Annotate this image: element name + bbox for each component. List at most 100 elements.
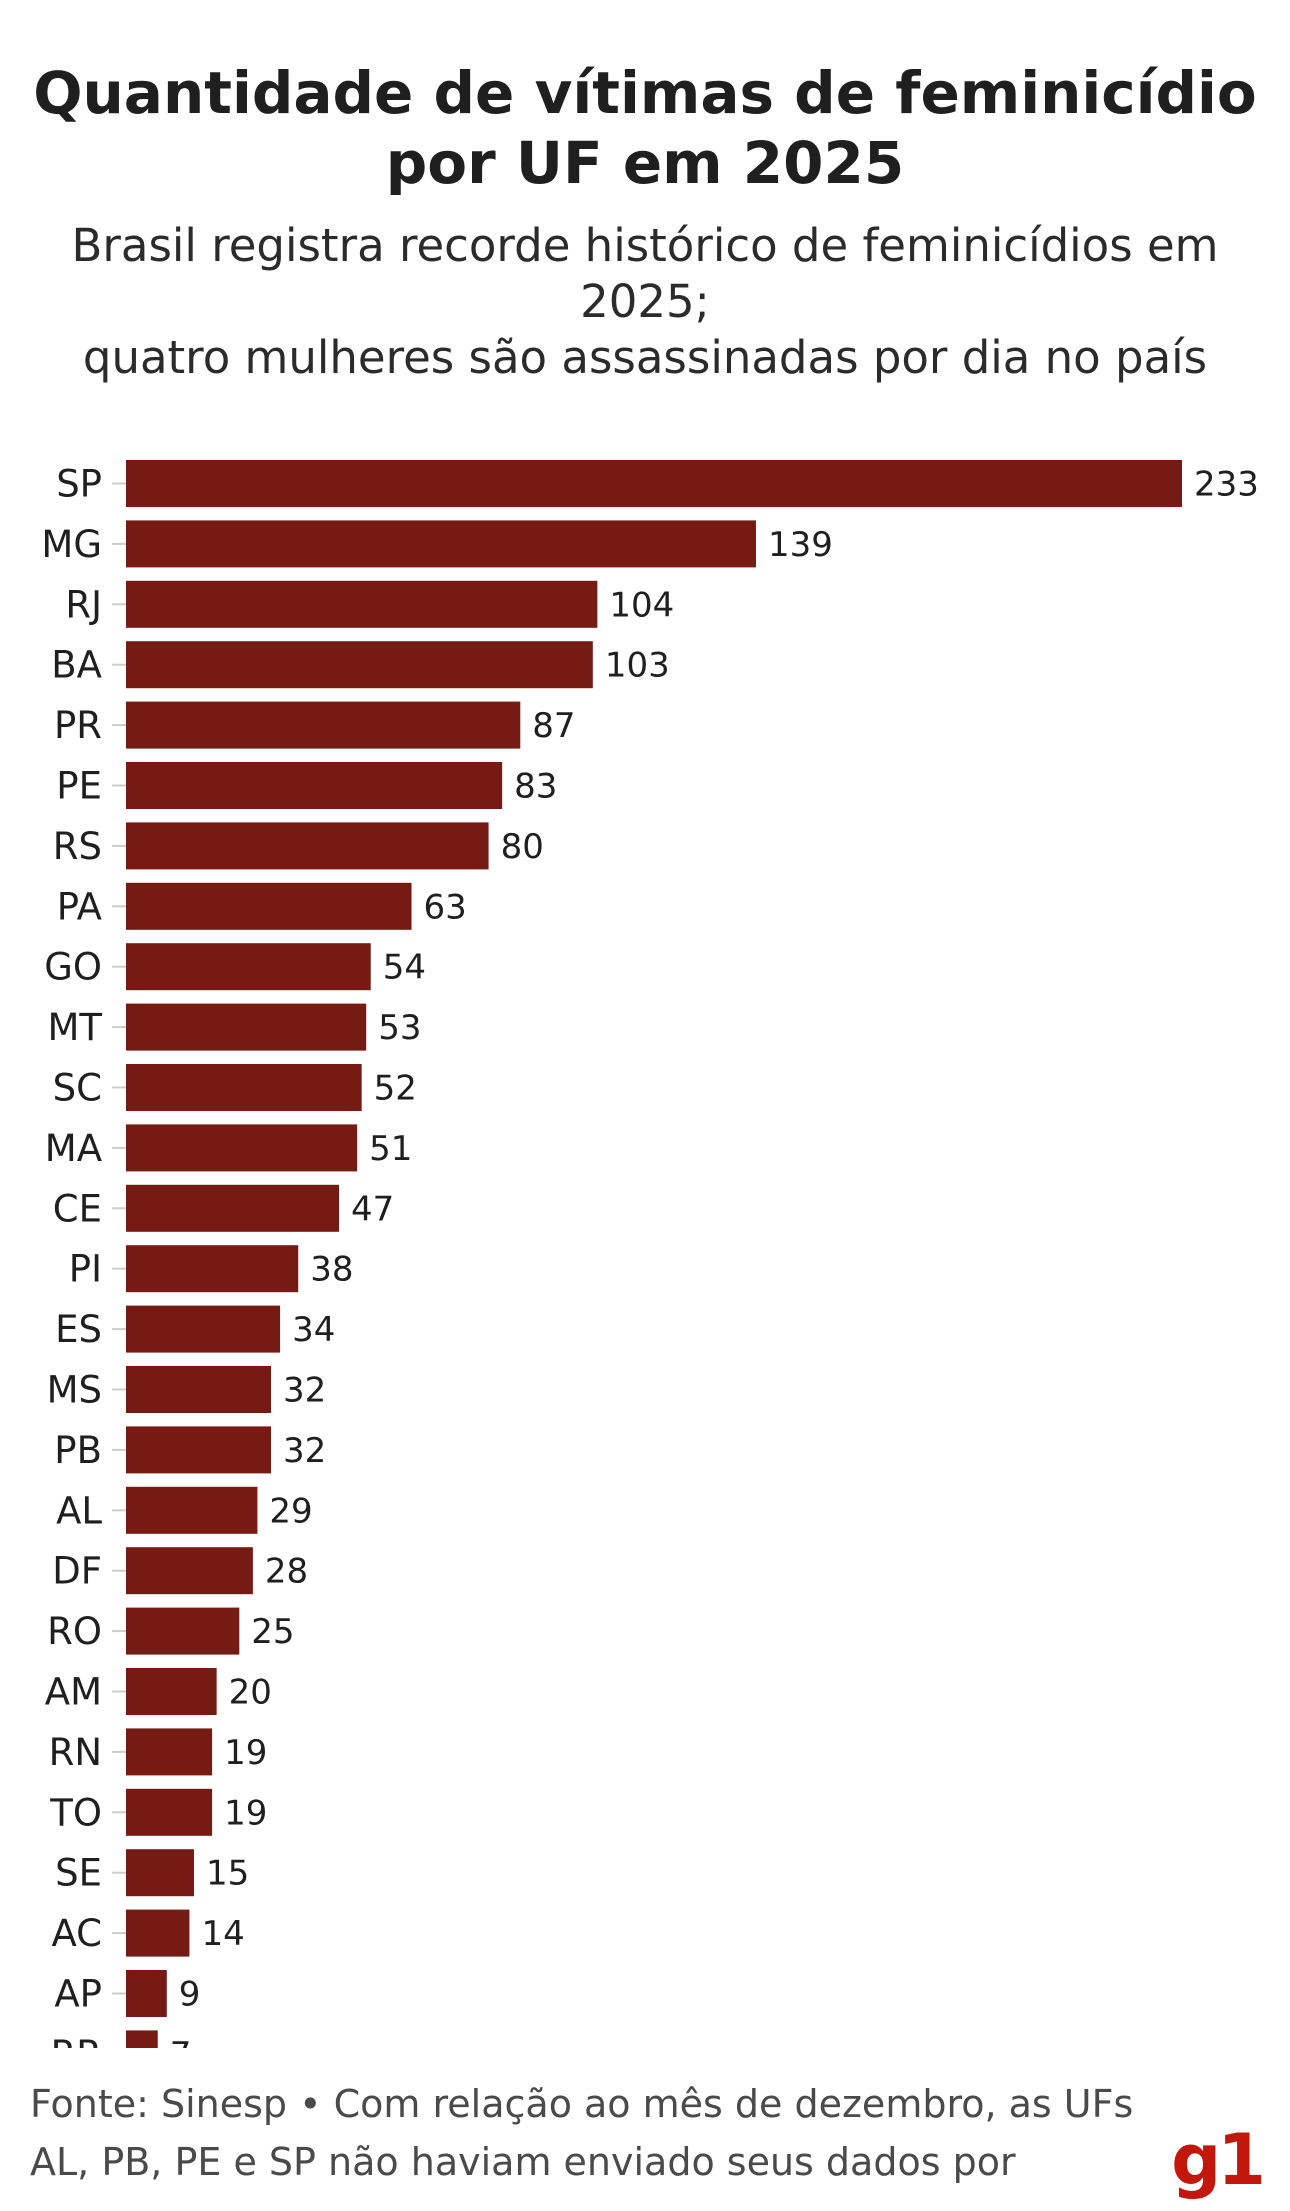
bar-row-am: AM 20 — [45, 1668, 272, 1715]
bar-to[interactable] — [126, 1788, 213, 1836]
bar-row-ro: RO 25 — [47, 1607, 295, 1655]
value-label-df: 28 — [265, 1552, 308, 1592]
category-label-rn: RN — [49, 1731, 102, 1774]
value-label-ro: 25 — [251, 1612, 294, 1652]
value-label-ma: 51 — [369, 1129, 412, 1169]
category-label-rs: RS — [53, 825, 102, 868]
bar-row-to: TO 19 — [49, 1788, 267, 1836]
category-label-mg: MG — [41, 523, 102, 566]
category-label-ap: AP — [54, 1973, 102, 2016]
value-label-pr: 87 — [532, 706, 575, 746]
category-label-ac: AC — [52, 1912, 103, 1955]
bar-chart-svg: SP 233 MG 139 RJ 104 BA 103 PR 87 PE 83 RS 80 PA 63 GO 54… — [41, 460, 1259, 2048]
bar-row-df: DF 28 — [52, 1547, 308, 1595]
bar-ma[interactable] — [126, 1124, 358, 1172]
g1-logo[interactable]: g1 — [1171, 2119, 1266, 2201]
bar-row-sp: SP 233 — [56, 460, 1259, 507]
value-label-rj: 104 — [609, 585, 674, 625]
bar-df[interactable] — [126, 1547, 253, 1595]
category-label-to: TO — [49, 1791, 102, 1834]
bar-pi[interactable] — [126, 1245, 299, 1293]
bar-row-rr: RR 7 — [51, 2030, 192, 2048]
bar-ba[interactable] — [126, 641, 593, 689]
category-label-ro: RO — [47, 1610, 102, 1653]
value-label-ap: 9 — [179, 1975, 201, 2015]
category-label-go: GO — [44, 946, 102, 989]
bar-row-al: AL 29 — [56, 1486, 313, 1534]
bar-row-rs: RS 80 — [53, 822, 544, 870]
bar-pr[interactable] — [126, 701, 521, 749]
value-label-pa: 63 — [424, 887, 467, 927]
bar-ms[interactable] — [126, 1366, 272, 1413]
bar-row-es: ES 34 — [55, 1305, 335, 1353]
value-label-ba: 103 — [605, 646, 670, 686]
category-label-ba: BA — [51, 644, 102, 687]
bar-ac[interactable] — [126, 1909, 190, 1957]
bar-al[interactable] — [126, 1486, 258, 1534]
bar-rs[interactable] — [126, 822, 489, 870]
category-label-es: ES — [55, 1308, 102, 1351]
category-label-sp: SP — [56, 463, 102, 506]
bar-sc[interactable] — [126, 1064, 362, 1111]
value-label-mg: 139 — [768, 525, 833, 565]
bar-rn[interactable] — [126, 1728, 213, 1776]
value-label-to: 19 — [224, 1793, 267, 1833]
value-label-go: 54 — [383, 948, 426, 988]
category-label-pb: PB — [54, 1429, 102, 1472]
value-label-rn: 19 — [224, 1733, 267, 1773]
bar-go[interactable] — [126, 943, 371, 991]
category-label-se: SE — [55, 1852, 102, 1895]
chart-scroll-area[interactable]: SP 233 MG 139 RJ 104 BA 103 PR 87 PE 83 RS 80 PA 63 GO 54… — [0, 440, 1290, 2048]
bar-row-pb: PB 32 — [54, 1426, 326, 1474]
value-label-rs: 80 — [501, 827, 544, 867]
bar-se[interactable] — [126, 1849, 194, 1897]
bar-rj[interactable] — [126, 580, 598, 628]
category-label-pi: PI — [69, 1248, 102, 1291]
bar-row-mt: MT 53 — [47, 1003, 421, 1051]
bar-pb[interactable] — [126, 1426, 272, 1474]
chart-subtitle: Brasil registra recorde histórico de fem… — [30, 218, 1260, 386]
bar-row-se: SE 15 — [55, 1849, 249, 1897]
category-label-ce: CE — [53, 1187, 102, 1230]
bar-row-ms: MS 32 — [47, 1366, 326, 1413]
bar-mt[interactable] — [126, 1003, 367, 1051]
bar-am[interactable] — [126, 1668, 217, 1715]
value-label-rr: 7 — [170, 2035, 192, 2048]
value-label-pi: 38 — [310, 1250, 353, 1290]
bar-ro[interactable] — [126, 1607, 240, 1655]
bar-row-ba: BA 103 — [51, 641, 670, 689]
subtitle-line-1: Brasil registra recorde histórico de fem… — [71, 219, 1219, 328]
value-label-ce: 47 — [351, 1189, 394, 1229]
bar-row-pe: PE 83 — [56, 762, 557, 809]
bar-pe[interactable] — [126, 762, 503, 809]
bar-row-pi: PI 38 — [69, 1245, 353, 1293]
category-label-am: AM — [45, 1671, 102, 1714]
bar-sp[interactable] — [126, 460, 1182, 507]
bar-pa[interactable] — [126, 882, 412, 930]
value-label-ms: 32 — [283, 1371, 326, 1411]
category-label-al: AL — [56, 1489, 102, 1532]
subtitle-line-2: quatro mulheres são assassinadas por dia… — [82, 331, 1208, 384]
value-label-sp: 233 — [1194, 465, 1259, 505]
bar-rr[interactable] — [126, 2030, 158, 2048]
bar-ap[interactable] — [126, 1970, 167, 2017]
source-note: Fonte: Sinesp • Com relação ao mês de de… — [30, 2082, 1134, 2184]
category-label-ms: MS — [47, 1369, 102, 1412]
bar-row-pr: PR 87 — [54, 701, 576, 749]
bar-ce[interactable] — [126, 1184, 340, 1232]
bar-row-ac: AC 14 — [52, 1909, 245, 1957]
value-label-mt: 53 — [378, 1008, 421, 1048]
category-label-rr: RR — [51, 2033, 102, 2048]
bar-row-rj: RJ 104 — [65, 580, 674, 628]
category-label-ma: MA — [45, 1127, 102, 1170]
footer: Fonte: Sinesp • Com relação ao mês de de… — [0, 2055, 1290, 2211]
bar-row-rn: RN 19 — [49, 1728, 267, 1776]
value-label-am: 20 — [229, 1673, 272, 1713]
category-label-pr: PR — [54, 704, 102, 747]
bar-es[interactable] — [126, 1305, 281, 1353]
category-label-mt: MT — [47, 1006, 102, 1049]
value-label-pe: 83 — [514, 767, 557, 807]
bar-row-ap: AP 9 — [54, 1970, 200, 2017]
category-label-pe: PE — [56, 765, 102, 808]
bar-mg[interactable] — [126, 520, 756, 568]
